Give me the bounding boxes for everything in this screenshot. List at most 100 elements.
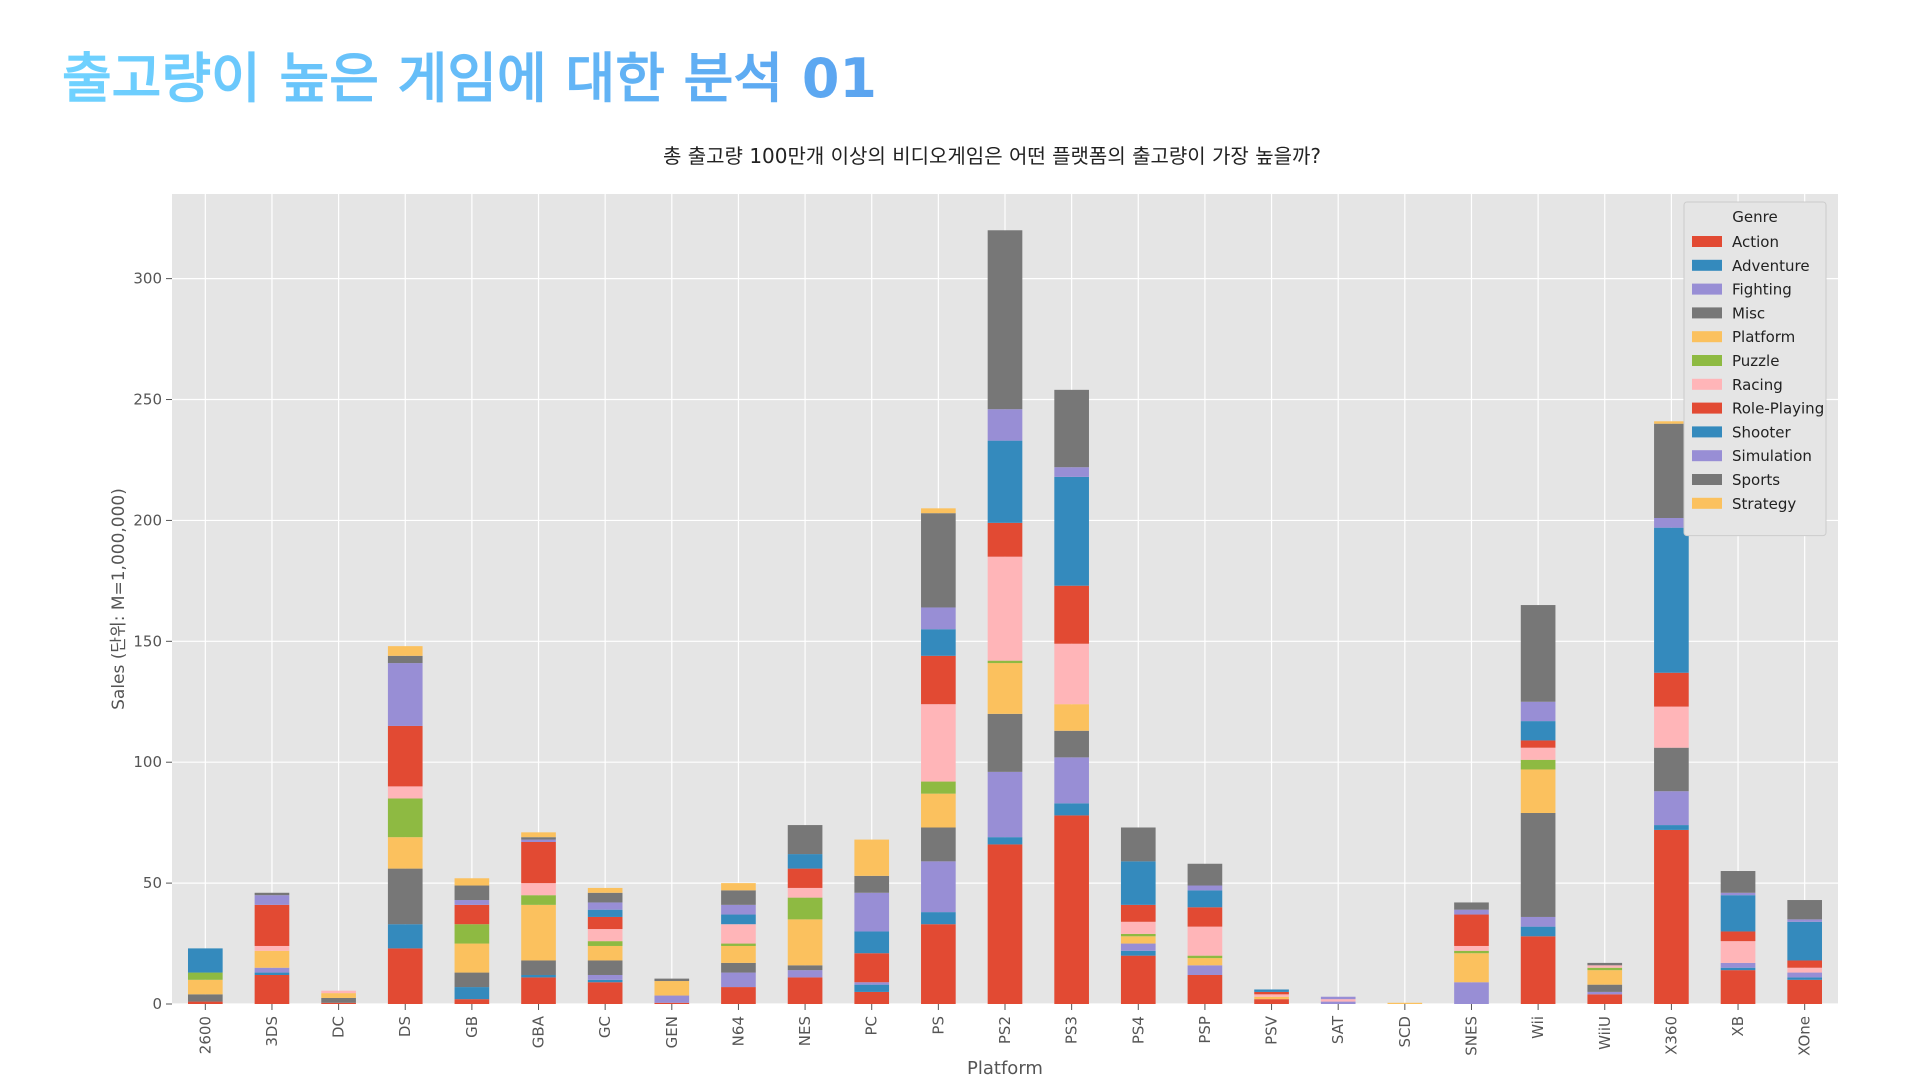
- y-tick-label: 100: [133, 753, 162, 771]
- bar-segment-SAT-simulation: [1321, 997, 1356, 999]
- legend-label-racing[interactable]: Racing: [1732, 376, 1783, 394]
- bar-segment-Wii-action: [1521, 936, 1556, 1004]
- bar-segment-X360-misc: [1654, 748, 1689, 792]
- bar-segment-DS-misc: [388, 869, 423, 925]
- legend[interactable]: Genre Action Adventure Fighting Misc Platform…: [1684, 202, 1826, 536]
- bar-segment-XB-sports: [1721, 871, 1756, 893]
- x-tick-label: N64: [729, 1016, 747, 1046]
- bar-segment-PSP-simulation: [1188, 886, 1223, 891]
- x-tick-label: GB: [463, 1016, 481, 1038]
- bar-segment-PS3-role-playing: [1054, 586, 1089, 644]
- bar-segment-N64-shooter: [721, 915, 756, 925]
- bar-segment-WiiU-racing: [1587, 965, 1622, 967]
- bar-segment-PS2-role-playing: [988, 523, 1023, 557]
- bar-segment-XOne-simulation: [1787, 919, 1822, 921]
- x-axis-label: Platform: [967, 1058, 1043, 1079]
- bar-segment-XB-simulation: [1721, 893, 1756, 895]
- bar-segment-3DS-racing: [255, 946, 290, 951]
- bar-segment-NES-role-playing: [788, 869, 823, 888]
- legend-label-adventure[interactable]: Adventure: [1732, 257, 1810, 275]
- bar-segment-NES-action: [788, 977, 823, 1004]
- bar-segment-SNES-racing: [1454, 946, 1489, 951]
- bar-segment-N64-misc: [721, 963, 756, 973]
- bar-segment-WiiU-misc: [1587, 985, 1622, 992]
- bar-segment-PSP-puzzle: [1188, 956, 1223, 958]
- bar-segment-PC-fighting: [854, 982, 889, 984]
- bar-segment-GEN-sports: [654, 979, 689, 981]
- bar-segment-NES-misc: [788, 965, 823, 970]
- bar-segment-SNES-puzzle: [1454, 951, 1489, 953]
- bar-segment-GBA-misc: [521, 960, 556, 975]
- bar-segment-PS2-sports: [988, 230, 1023, 409]
- legend-swatch: [1692, 331, 1722, 342]
- bar-segment-GBA-action: [521, 977, 556, 1004]
- bar-segment-DS-role-playing: [388, 726, 423, 786]
- bar-segment-GBA-platform: [521, 905, 556, 961]
- bar-segment-PS4-shooter: [1121, 861, 1156, 905]
- legend-swatch: [1692, 474, 1722, 485]
- bar-segment-PSP-action: [1188, 975, 1223, 1004]
- bar-segment-XB-adventure: [1721, 968, 1756, 970]
- bar-segment-XB-fighting: [1721, 963, 1756, 968]
- bar-segment-PS3-simulation: [1054, 467, 1089, 477]
- x-tick-label: XB: [1729, 1016, 1747, 1037]
- bar-segment-PSV-shooter: [1254, 989, 1289, 991]
- x-tick-label: PS4: [1129, 1016, 1147, 1044]
- legend-label-role-playing[interactable]: Role-Playing: [1732, 400, 1824, 418]
- legend-swatch: [1692, 307, 1722, 318]
- legend-label-misc[interactable]: Misc: [1732, 304, 1765, 322]
- bar-segment-WiiU-fighting: [1587, 992, 1622, 994]
- bar-segment-GBA-sports: [521, 837, 556, 839]
- bar-segment-Wii-misc: [1521, 813, 1556, 917]
- legend-label-puzzle[interactable]: Puzzle: [1732, 352, 1779, 370]
- bar-segment-PS-strategy: [921, 508, 956, 513]
- bar-segment-Wii-adventure: [1521, 927, 1556, 937]
- x-tick-label: PSV: [1263, 1015, 1281, 1045]
- legend-swatch: [1692, 426, 1722, 437]
- legend-label-action[interactable]: Action: [1732, 233, 1779, 251]
- y-tick-label: 250: [133, 391, 162, 409]
- legend-label-shooter[interactable]: Shooter: [1732, 423, 1791, 441]
- bar-segment-2600-shooter: [188, 948, 223, 972]
- bar-segment-Wii-sports: [1521, 605, 1556, 702]
- bar-segment-GC-sports: [588, 893, 623, 903]
- bar-segment-GC-role-playing: [588, 917, 623, 929]
- bar-segment-2600-platform: [188, 980, 223, 995]
- bar-segment-PC-shooter: [854, 931, 889, 953]
- legend-label-sports[interactable]: Sports: [1732, 471, 1780, 489]
- bar-segment-NES-shooter: [788, 854, 823, 869]
- bar-segment-PS3-fighting: [1054, 757, 1089, 803]
- x-tick-label: PSP: [1196, 1016, 1214, 1044]
- bar-segment-GC-misc: [588, 960, 623, 975]
- bar-segment-DS-strategy: [388, 646, 423, 656]
- bar-segment-GB-simulation: [455, 900, 490, 905]
- bar-segment-PSP-fighting: [1188, 965, 1223, 975]
- bar-segment-SCD-platform: [1388, 1003, 1423, 1004]
- legend-label-platform[interactable]: Platform: [1732, 328, 1795, 346]
- bar-segment-PSP-shooter: [1188, 890, 1223, 907]
- legend-label-strategy[interactable]: Strategy: [1732, 495, 1796, 513]
- x-tick-label: PS2: [996, 1016, 1014, 1044]
- bar-segment-SNES-simulation: [1454, 910, 1489, 915]
- x-tick-label: PC: [863, 1016, 881, 1036]
- legend-swatch: [1692, 379, 1722, 390]
- legend-label-simulation[interactable]: Simulation: [1732, 447, 1812, 465]
- bar-segment-Wii-simulation: [1521, 702, 1556, 721]
- bar-segment-N64-puzzle: [721, 944, 756, 946]
- bar-segment-GC-puzzle: [588, 941, 623, 946]
- bar-segment-PS4-racing: [1121, 922, 1156, 934]
- bar-segment-X360-action: [1654, 830, 1689, 1004]
- bar-segment-PS2-misc: [988, 714, 1023, 772]
- bar-segment-GEN-action: [654, 1003, 689, 1004]
- bar-segment-GBA-racing: [521, 883, 556, 895]
- x-tick-label: NES: [796, 1016, 814, 1046]
- bar-segment-PC-strategy: [854, 840, 889, 876]
- bar-segment-XOne-fighting: [1787, 973, 1822, 978]
- legend-label-fighting[interactable]: Fighting: [1732, 281, 1792, 299]
- bar-segment-PS4-fighting: [1121, 944, 1156, 951]
- bar-segment-PS4-role-playing: [1121, 905, 1156, 922]
- bar-segment-NES-racing: [788, 888, 823, 898]
- x-tick-label: GEN: [663, 1016, 681, 1048]
- bar-segment-XOne-action: [1787, 980, 1822, 1004]
- bar-segment-PS2-platform: [988, 663, 1023, 714]
